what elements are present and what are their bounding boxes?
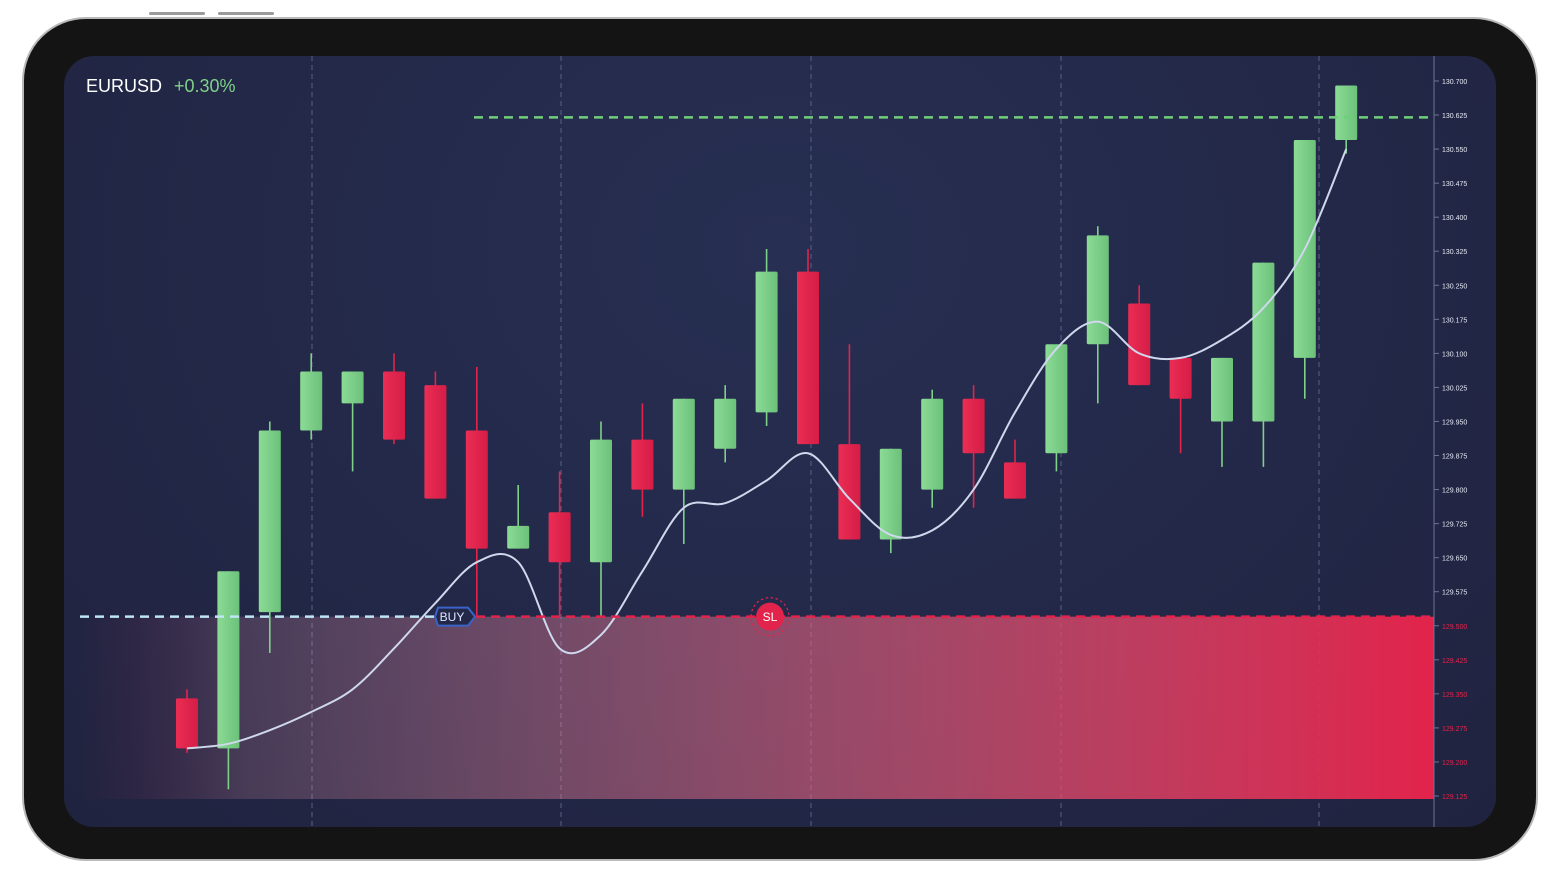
candle [1169, 357, 1192, 454]
candle-body-bull [300, 371, 323, 431]
candle-body-bull [590, 439, 612, 563]
candle-body-bull [341, 371, 364, 404]
candle [631, 403, 654, 517]
candle-body-bull [1211, 357, 1233, 422]
candle-body-bear [797, 271, 819, 445]
candle-body-bull [1335, 85, 1358, 141]
moving-average-line [186, 148, 1348, 750]
candle-body-bull [1252, 262, 1275, 422]
candle [1335, 85, 1358, 154]
sl-badge [756, 602, 784, 631]
candle [797, 248, 819, 445]
candle [921, 389, 944, 508]
candle-body-bull [921, 398, 944, 490]
candle [714, 385, 737, 463]
stop-loss-zone [78, 616, 1434, 799]
buy-marker: BUY [433, 606, 477, 627]
price-tick-label: 130.025 [1442, 385, 1467, 392]
candle-body-bear [838, 444, 861, 540]
candle [383, 353, 405, 445]
candle [1252, 262, 1275, 467]
candle [1128, 285, 1151, 386]
candle [1086, 226, 1109, 404]
candle-body-bull [217, 571, 240, 749]
candle-body-bear [1128, 303, 1151, 386]
candle-body-bull [672, 398, 695, 490]
candle [1045, 344, 1068, 472]
candle-body-bear [176, 698, 198, 749]
candle-body-bull [507, 525, 530, 549]
price-tick-label: 129.425 [1442, 658, 1467, 665]
price-tick-label: 129.950 [1442, 419, 1467, 426]
candle-body-bull [879, 448, 902, 540]
candle [838, 344, 861, 540]
candle [672, 398, 695, 545]
candle-body-bear [631, 439, 654, 490]
candle [507, 485, 530, 549]
price-tick-label: 130.100 [1442, 351, 1467, 358]
price-tick-label: 130.550 [1442, 147, 1467, 154]
candle-body-bull [755, 271, 778, 413]
candle-body-bear [962, 398, 985, 454]
candle [176, 689, 198, 753]
candle [962, 385, 985, 508]
power-button-top[interactable] [218, 12, 274, 15]
price-tick-label: 129.275 [1442, 726, 1467, 733]
sl-label: SL [763, 610, 778, 624]
candle-body-bull [1086, 235, 1109, 345]
price-tick-label: 130.175 [1442, 317, 1467, 324]
candle-body-bear [548, 512, 571, 563]
candle [465, 367, 488, 617]
candle [1293, 140, 1316, 399]
price-tick-label: 129.125 [1442, 794, 1467, 801]
candle [590, 421, 612, 617]
candle-body-bear [1169, 357, 1192, 399]
price-tick-label: 129.575 [1442, 590, 1467, 597]
candle [1004, 439, 1026, 499]
price-tick-label: 129.350 [1442, 692, 1467, 699]
candle [1211, 357, 1233, 467]
symbol-label: EURUSD [86, 76, 163, 96]
sl-marker: SL [750, 597, 790, 637]
volume-button-top[interactable] [149, 12, 205, 15]
candle-body-bear [465, 430, 488, 549]
buy-label: BUY [440, 610, 465, 624]
price-tick-label: 129.875 [1442, 454, 1467, 461]
candle [755, 248, 778, 427]
price-tick-label: 130.400 [1442, 215, 1467, 222]
candlestick-chart: BUY SL 130.700 130.625 130.550 130.475 130.40… [78, 56, 1467, 827]
price-tick-label: 130.250 [1442, 283, 1467, 290]
price-tick-label: 129.800 [1442, 488, 1467, 495]
price-tick-label: 130.625 [1442, 113, 1467, 120]
price-tick-label: 130.325 [1442, 249, 1467, 256]
price-tick-label: 129.500 [1442, 624, 1467, 631]
change-percent: +0.30% [174, 76, 236, 96]
chart-screen: BUY SL 130.700 130.625 130.550 130.475 130.40… [64, 56, 1496, 827]
candle-body-bull [258, 430, 281, 613]
candle-body-bear [1004, 462, 1026, 499]
candle [300, 353, 323, 440]
price-tick-label: 129.200 [1442, 760, 1467, 767]
candle-body-bull [1045, 344, 1068, 454]
sl-badge-ring [750, 597, 790, 637]
candle-body-bear [383, 371, 405, 440]
price-tick-label: 129.650 [1442, 556, 1467, 563]
price-tick-label: 129.725 [1442, 522, 1467, 529]
candle-body-bear [424, 385, 447, 499]
price-tick-label: 130.700 [1442, 79, 1467, 86]
buy-badge [433, 606, 477, 627]
candle [548, 471, 571, 617]
candle-body-bull [714, 398, 737, 449]
candle [341, 371, 364, 472]
candle [258, 421, 281, 653]
price-tick-label: 130.475 [1442, 181, 1467, 188]
candle [424, 371, 447, 499]
